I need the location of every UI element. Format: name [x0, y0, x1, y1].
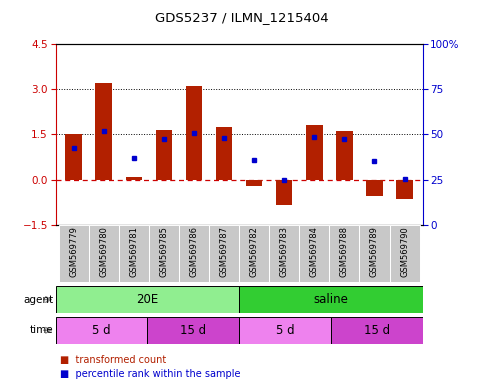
Text: 20E: 20E — [136, 293, 158, 306]
Bar — [179, 225, 209, 282]
Bar — [56, 286, 239, 313]
Bar — [331, 317, 423, 344]
Bar — [58, 225, 89, 282]
Text: 5 d: 5 d — [92, 324, 111, 337]
Bar — [306, 125, 323, 180]
Text: GSM569787: GSM569787 — [220, 227, 228, 277]
Text: GSM569790: GSM569790 — [400, 227, 409, 277]
Text: GSM569780: GSM569780 — [99, 227, 108, 277]
Bar — [209, 225, 239, 282]
Text: GSM569786: GSM569786 — [189, 227, 199, 277]
Text: 5 d: 5 d — [276, 324, 294, 337]
Text: GSM569789: GSM569789 — [370, 227, 379, 277]
Bar — [89, 225, 119, 282]
Text: time: time — [29, 325, 53, 335]
Text: ■  percentile rank within the sample: ■ percentile rank within the sample — [60, 369, 241, 379]
Bar — [147, 317, 239, 344]
Bar — [119, 225, 149, 282]
Bar — [359, 225, 389, 282]
Bar — [396, 180, 413, 199]
Text: ■  transformed count: ■ transformed count — [60, 355, 167, 365]
Bar — [389, 225, 420, 282]
Bar — [246, 180, 262, 185]
Text: GSM569782: GSM569782 — [250, 227, 258, 277]
Bar — [216, 127, 232, 180]
Bar — [239, 317, 331, 344]
Text: GSM569783: GSM569783 — [280, 227, 289, 277]
Bar — [126, 177, 142, 180]
Text: agent: agent — [23, 295, 53, 305]
Bar — [336, 131, 353, 180]
Text: 15 d: 15 d — [180, 324, 206, 337]
Bar — [276, 180, 293, 205]
Bar — [329, 225, 359, 282]
Text: GSM569785: GSM569785 — [159, 227, 169, 277]
Bar — [239, 286, 423, 313]
Text: saline: saline — [313, 293, 348, 306]
Bar — [65, 134, 82, 180]
Text: GDS5237 / ILMN_1215404: GDS5237 / ILMN_1215404 — [155, 11, 328, 24]
Bar — [366, 180, 383, 196]
Bar — [239, 225, 269, 282]
Bar — [299, 225, 329, 282]
Bar — [156, 130, 172, 180]
Text: GSM569779: GSM569779 — [69, 227, 78, 277]
Text: GSM569784: GSM569784 — [310, 227, 319, 277]
Bar — [96, 83, 112, 180]
Bar — [185, 86, 202, 180]
Bar — [269, 225, 299, 282]
Text: GSM569781: GSM569781 — [129, 227, 138, 277]
Text: 15 d: 15 d — [364, 324, 390, 337]
Bar — [56, 317, 147, 344]
Bar — [149, 225, 179, 282]
Text: GSM569788: GSM569788 — [340, 227, 349, 277]
